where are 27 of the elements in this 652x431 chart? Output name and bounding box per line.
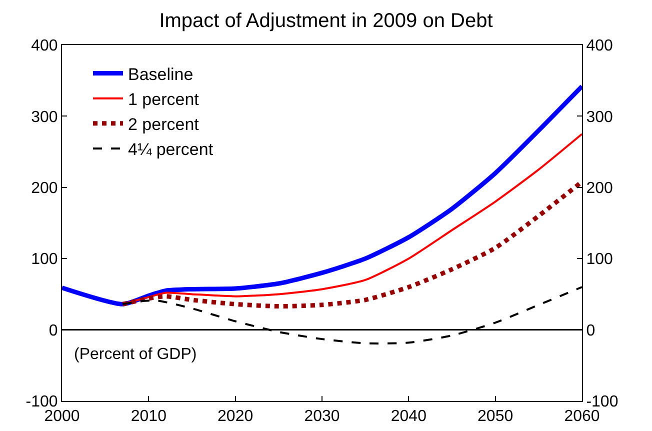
annotation: (Percent of GDP) — [74, 346, 197, 363]
legend-label: 4¼ percent — [128, 140, 214, 160]
y2-tick-label: 0 — [586, 322, 596, 340]
x-tick-label: 2060 — [564, 408, 600, 426]
line-series — [62, 84, 582, 306]
x-tick-label: 2030 — [304, 408, 340, 426]
x-tick-label: 2040 — [390, 408, 427, 426]
y-tick-label: 200 — [31, 180, 58, 197]
x-tick-label: 2000 — [44, 408, 80, 426]
legend-label: Baseline — [128, 64, 194, 84]
y2-tick-label: 400 — [586, 38, 613, 55]
chart-title: Impact of Adjustment in 2009 on Debt — [159, 10, 494, 32]
y-tick-label: 300 — [31, 108, 58, 126]
y2-tick-label: 300 — [586, 108, 613, 126]
y2-tick-label: -100 — [586, 394, 618, 411]
y2-tick-label: 200 — [586, 180, 613, 197]
legend-label: 2 percent — [128, 115, 200, 134]
y-tick-label: 100 — [31, 251, 58, 268]
x-tick-label: 2050 — [478, 408, 514, 426]
y2-tick-label: 100 — [586, 251, 613, 268]
y-tick-label: 400 — [31, 38, 58, 55]
line-series — [120, 179, 582, 309]
x-tick-label: 2010 — [130, 408, 167, 426]
y-tick-label: -100 — [26, 394, 58, 411]
legend-label: 1 percent — [128, 90, 200, 109]
y-tick-label: 0 — [48, 322, 58, 340]
x-tick-label: 2020 — [218, 408, 254, 426]
